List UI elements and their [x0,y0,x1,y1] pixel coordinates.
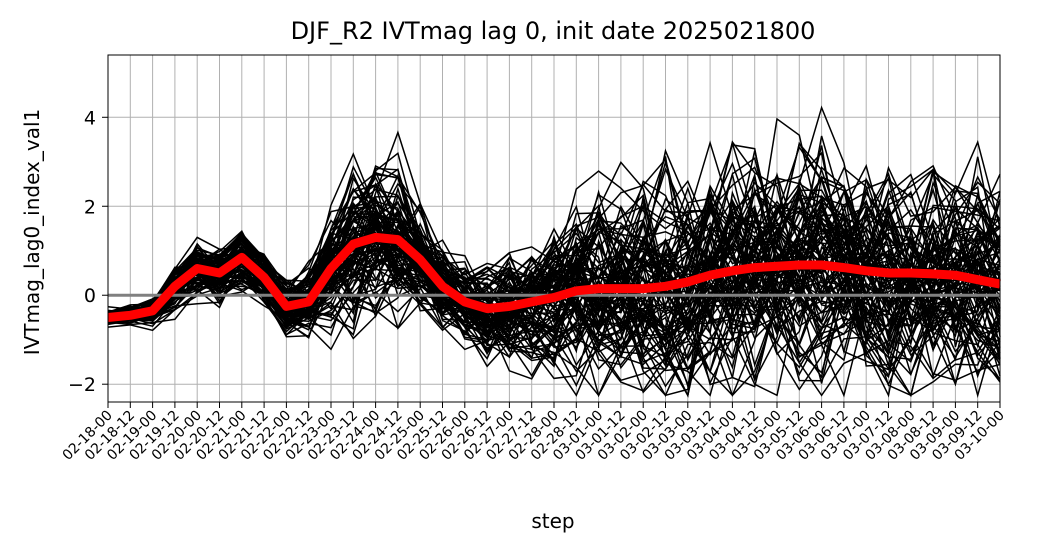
ensemble-member-line [107,193,1001,371]
x-axis-label: step [531,509,574,533]
ensemble-member-line [107,231,1001,351]
y-axis-label: IVTmag_lag0_index_val1 [20,109,44,356]
ensemble-member-line [107,157,1001,338]
y-axis: −2 0 2 4 [68,107,108,396]
y-tick-label: 4 [84,107,96,129]
ensemble-member-line [107,198,1001,383]
chart-title: DJF_R2 IVTmag lag 0, init date 202502180… [291,17,816,45]
x-axis: 02-18-0002-18-1202-19-0002-19-1202-20-00… [60,402,1008,464]
ensemble-member-line [107,117,1001,323]
y-tick-label: −2 [68,374,96,396]
y-tick-label: 2 [84,196,96,218]
ensemble-mean-line [107,232,1001,322]
ensemble-member-line [107,164,1001,394]
y-tick-label: 0 [84,285,96,307]
